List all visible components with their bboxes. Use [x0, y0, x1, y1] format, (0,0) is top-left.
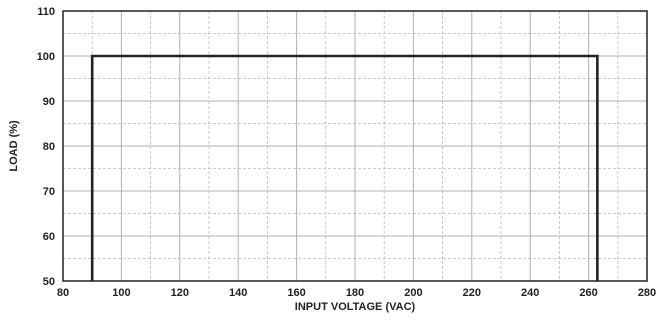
- grid: [63, 11, 647, 281]
- x-tick-label: 260: [579, 287, 597, 299]
- x-tick-label: 220: [463, 287, 481, 299]
- x-tick-label: 160: [287, 287, 305, 299]
- y-tick-label: 70: [43, 186, 55, 198]
- x-tick-label: 140: [229, 287, 247, 299]
- y-tick-label: 60: [43, 231, 55, 243]
- x-tick-label: 280: [638, 287, 656, 299]
- x-tick-label: 80: [57, 287, 69, 299]
- y-tick-label: 50: [43, 276, 55, 288]
- y-tick-label: 80: [43, 141, 55, 153]
- x-tick-labels: 80 100 120 140 160 180 200 220 240 260 280: [57, 287, 656, 299]
- plot-frame: [62, 10, 648, 282]
- y-axis-title: LOAD (%): [8, 120, 20, 172]
- series-layer: [90, 54, 599, 281]
- x-tick-label: 180: [346, 287, 364, 299]
- x-tick-label: 120: [171, 287, 189, 299]
- y-tick-label: 100: [37, 51, 55, 63]
- x-tick-label: 200: [404, 287, 422, 299]
- series-line-1: [90, 54, 599, 281]
- y-tick-label: 90: [43, 96, 55, 108]
- x-tick-label: 100: [112, 287, 130, 299]
- x-tick-label: 240: [521, 287, 539, 299]
- x-axis-title: INPUT VOLTAGE (VAC): [295, 301, 416, 313]
- y-tick-labels: 50 60 70 80 90 100 110: [37, 6, 55, 288]
- y-tick-label: 110: [37, 6, 55, 18]
